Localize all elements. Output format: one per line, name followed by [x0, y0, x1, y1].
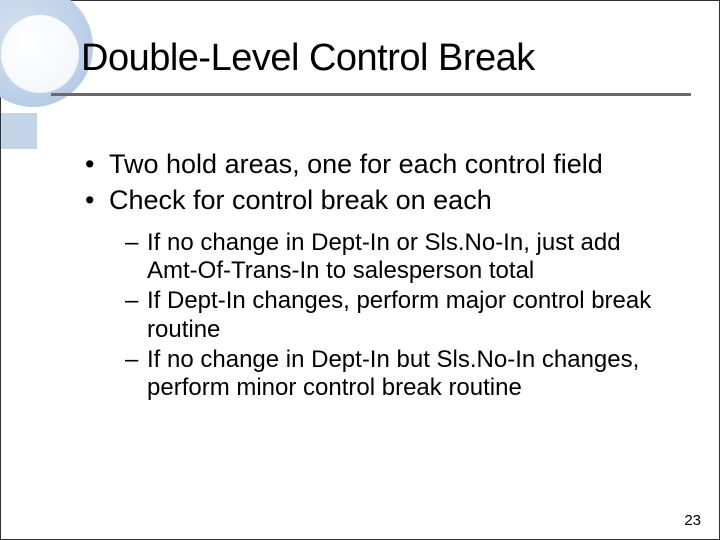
sub-bullet-text: If Dept-In changes, perform major contro… — [147, 287, 651, 342]
decor-side-square — [1, 113, 37, 149]
bullet-lvl2: – If no change in Dept-In but Sls.No-In … — [125, 346, 671, 403]
bullet-lvl1: • Check for control break on each — [81, 185, 671, 217]
bullet-text: Two hold areas, one for each control fie… — [109, 149, 603, 179]
bullet-text: Check for control break on each — [109, 185, 492, 215]
dash-icon: – — [125, 346, 138, 374]
sub-bullet-group: – If no change in Dept-In or Sls.No-In, … — [81, 229, 671, 403]
dash-icon: – — [125, 287, 138, 315]
bullet-lvl2: – If Dept-In changes, perform major cont… — [125, 287, 671, 344]
bullet-dot-icon: • — [85, 185, 94, 217]
bullet-lvl1: • Two hold areas, one for each control f… — [81, 149, 671, 181]
content-area: • Two hold areas, one for each control f… — [81, 149, 671, 405]
dash-icon: – — [125, 229, 138, 257]
bullet-dot-icon: • — [85, 149, 94, 181]
title-rule — [51, 93, 691, 96]
slide-title: Double-Level Control Break — [81, 37, 535, 80]
sub-bullet-text: If no change in Dept-In or Sls.No-In, ju… — [147, 229, 621, 284]
sub-bullet-text: If no change in Dept-In but Sls.No-In ch… — [147, 346, 639, 401]
bullet-lvl2: – If no change in Dept-In or Sls.No-In, … — [125, 229, 671, 286]
decor-circle-inner — [1, 15, 79, 93]
page-number: 23 — [684, 512, 701, 529]
slide: Double-Level Control Break • Two hold ar… — [0, 0, 720, 540]
